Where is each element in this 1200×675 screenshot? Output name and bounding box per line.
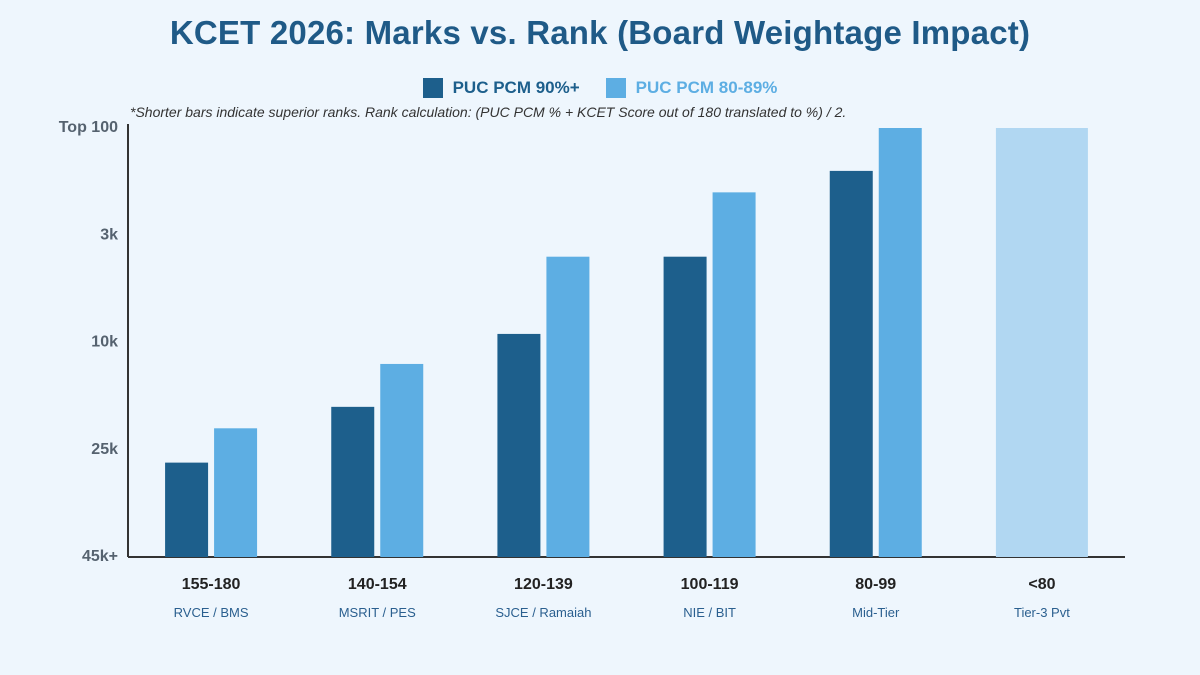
x-category-label: 140-154 xyxy=(348,576,407,593)
x-category-sublabel: NIE / BIT xyxy=(683,605,736,620)
x-category-sublabel: MSRIT / PES xyxy=(339,605,416,620)
y-tick-label: 25k xyxy=(91,441,118,458)
y-tick-label: 10k xyxy=(91,334,118,351)
x-category-label: 80-99 xyxy=(855,576,896,593)
x-category-sublabel: SJCE / Ramaiah xyxy=(495,605,591,620)
y-tick-label: 45k+ xyxy=(82,548,118,565)
bar-4-series-2 xyxy=(712,192,756,557)
legend-swatch-puc-80 xyxy=(605,78,626,98)
y-tick-label: Top 100 xyxy=(59,119,118,136)
bar-1-series-2 xyxy=(214,428,258,557)
bar-3-series-1 xyxy=(497,333,541,557)
chart-title: KCET 2026: Marks vs. Rank (Board Weighta… xyxy=(169,14,1031,51)
legend-label-puc-90: PUC PCM 90%+ xyxy=(452,78,580,97)
legend-item-puc-90: PUC PCM 90%+ xyxy=(422,78,580,98)
bar-2-series-1 xyxy=(331,406,375,557)
legend: PUC PCM 90%+ PUC PCM 80-89% xyxy=(0,78,1200,98)
bar-1-series-1 xyxy=(165,462,209,557)
legend-item-puc-80: PUC PCM 80-89% xyxy=(605,78,778,98)
bar-6-series-3 xyxy=(995,128,1088,557)
x-category-sublabel: RVCE / BMS xyxy=(174,605,249,620)
x-category-label: 120-139 xyxy=(514,576,573,593)
legend-label-puc-80: PUC PCM 80-89% xyxy=(635,78,778,97)
bar-5-series-1 xyxy=(829,170,873,557)
x-category-label: <80 xyxy=(1028,576,1055,593)
chart-note: *Shorter bars indicate superior ranks. R… xyxy=(130,104,847,120)
bar-2-series-2 xyxy=(380,363,424,557)
bar-5-series-2 xyxy=(878,128,922,557)
bar-3-series-2 xyxy=(546,256,590,557)
bar-4-series-1 xyxy=(663,256,707,557)
x-category-label: 155-180 xyxy=(182,576,241,593)
x-category-sublabel: Tier-3 Pvt xyxy=(1014,605,1070,620)
x-category-sublabel: Mid-Tier xyxy=(852,605,900,620)
y-tick-label: 3k xyxy=(100,226,118,243)
x-category-label: 100-119 xyxy=(681,576,739,593)
legend-swatch-puc-90 xyxy=(422,78,443,98)
